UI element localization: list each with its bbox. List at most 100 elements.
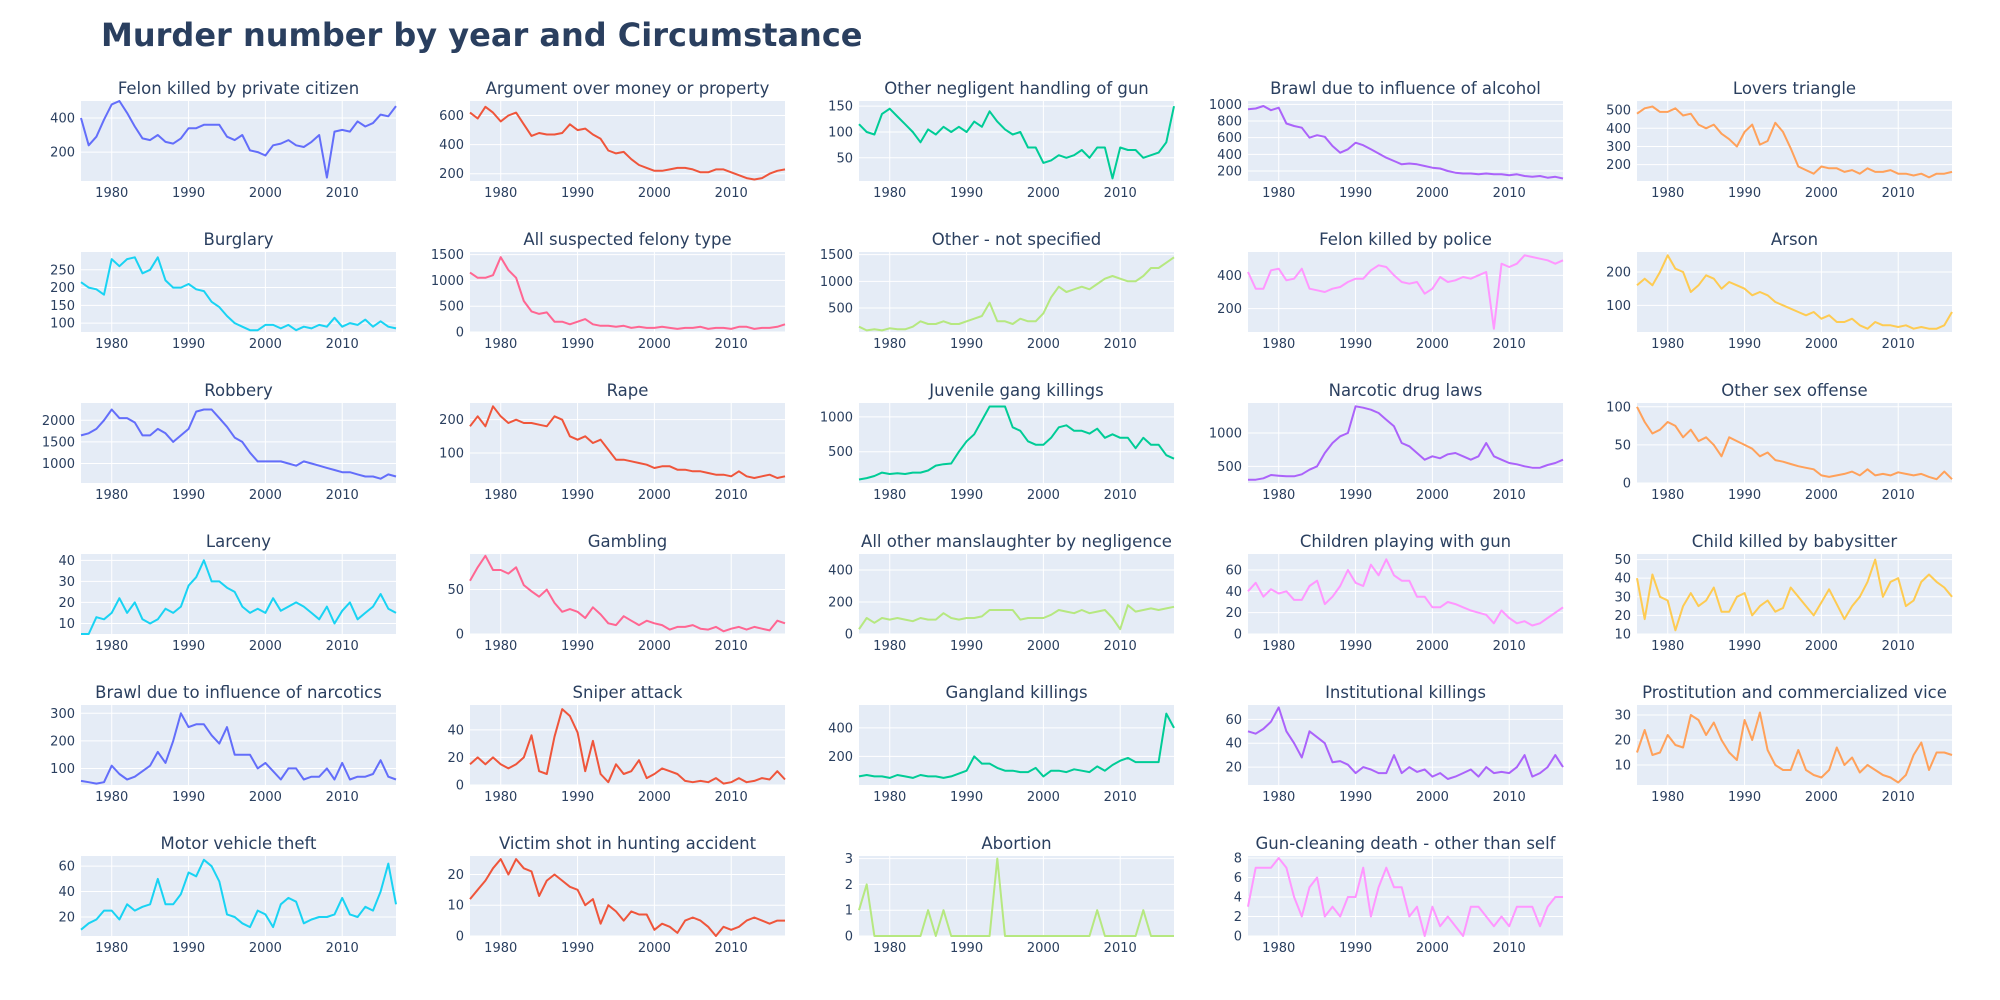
x-tick-label: 2000 bbox=[1027, 186, 1060, 201]
x-tick-label: 1990 bbox=[950, 941, 983, 956]
x-tick-label: 2000 bbox=[638, 941, 671, 956]
y-tick-label: 200 bbox=[828, 750, 853, 765]
x-tick-label: 2010 bbox=[1882, 639, 1915, 654]
x-tick-label: 2010 bbox=[1882, 337, 1915, 352]
y-tick-label: 100 bbox=[50, 762, 75, 777]
subplot-title: Brawl due to influence of alcohol bbox=[1270, 79, 1541, 98]
x-tick-label: 1980 bbox=[1262, 488, 1295, 503]
y-tick-label: 200 bbox=[50, 146, 75, 161]
y-tick-label: 0 bbox=[1234, 930, 1242, 945]
y-tick-label: 50 bbox=[1614, 553, 1631, 568]
y-tick-label: 8 bbox=[1234, 851, 1242, 866]
x-tick-label: 1980 bbox=[1262, 186, 1295, 201]
plot-area bbox=[1637, 252, 1952, 332]
x-tick-label: 1990 bbox=[561, 941, 594, 956]
x-tick-label: 2000 bbox=[1027, 488, 1060, 503]
y-tick-label: 400 bbox=[1606, 122, 1631, 137]
y-tick-label: 60 bbox=[1225, 713, 1242, 728]
plot-area bbox=[1248, 101, 1563, 181]
y-tick-label: 200 bbox=[1217, 165, 1242, 180]
y-tick-label: 0 bbox=[845, 628, 853, 643]
x-tick-label: 1980 bbox=[873, 337, 906, 352]
x-tick-label: 2000 bbox=[249, 337, 282, 352]
series-line bbox=[80, 858, 397, 931]
x-tick-label: 2010 bbox=[1493, 941, 1526, 956]
x-tick-label: 2010 bbox=[326, 790, 359, 805]
y-tick-label: 3 bbox=[845, 852, 853, 867]
x-tick-label: 1990 bbox=[950, 337, 983, 352]
subplot: 1980 1990 2000 2010 0 2 4 6 8 Gun-cleaning death … bbox=[1234, 834, 1563, 956]
series-line bbox=[469, 708, 786, 785]
y-tick-label: 20 bbox=[1225, 761, 1242, 776]
subplot-title: Robbery bbox=[204, 381, 273, 400]
subplot: 1980 1990 2000 2010 0 200 400 All other manslau… bbox=[828, 532, 1175, 654]
x-tick-label: 1990 bbox=[561, 790, 594, 805]
series-line bbox=[469, 554, 786, 633]
y-tick-label: 10 bbox=[447, 899, 464, 914]
series-line bbox=[858, 105, 1175, 180]
subplot: 1980 1990 2000 2010 200 400 600 Argument over m… bbox=[439, 79, 786, 201]
series-line bbox=[858, 256, 1175, 332]
y-tick-label: 150 bbox=[50, 299, 75, 314]
x-tick-label: 2000 bbox=[638, 639, 671, 654]
y-tick-label: 1500 bbox=[42, 435, 75, 450]
subplot-title: Other negligent handling of gun bbox=[884, 79, 1149, 98]
x-tick-label: 2010 bbox=[326, 186, 359, 201]
x-tick-label: 1990 bbox=[1728, 337, 1761, 352]
y-tick-label: 100 bbox=[50, 317, 75, 332]
x-tick-label: 1990 bbox=[1339, 941, 1372, 956]
y-tick-label: 200 bbox=[828, 596, 853, 611]
x-tick-label: 2000 bbox=[1416, 790, 1449, 805]
y-tick-label: 0 bbox=[845, 930, 853, 945]
subplot: 1980 1990 2000 2010 50 100 150 Other negligent … bbox=[828, 79, 1175, 201]
y-tick-label: 2 bbox=[845, 878, 853, 893]
x-tick-label: 1990 bbox=[172, 488, 205, 503]
y-tick-label: 1000 bbox=[1209, 427, 1242, 442]
y-tick-label: 200 bbox=[1606, 266, 1631, 281]
series-line bbox=[80, 712, 397, 785]
x-tick-label: 2000 bbox=[1805, 337, 1838, 352]
x-tick-label: 2010 bbox=[1882, 186, 1915, 201]
x-tick-label: 1980 bbox=[484, 639, 517, 654]
y-tick-label: 600 bbox=[1217, 131, 1242, 146]
x-tick-label: 1990 bbox=[1728, 488, 1761, 503]
y-tick-label: 20 bbox=[58, 910, 75, 925]
y-tick-label: 10 bbox=[1614, 628, 1631, 643]
subplot-title: Burglary bbox=[204, 230, 274, 249]
plot-area bbox=[859, 252, 1174, 332]
plot-area bbox=[1248, 856, 1563, 936]
y-tick-label: 500 bbox=[828, 302, 853, 317]
series-line bbox=[858, 604, 1175, 631]
subplot: 1980 1990 2000 2010 200 300 400 500 Lovers trian… bbox=[1606, 79, 1953, 201]
series-line bbox=[1636, 558, 1953, 632]
x-tick-label: 2000 bbox=[1416, 186, 1449, 201]
subplot-title: Institutional killings bbox=[1325, 683, 1486, 702]
y-tick-label: 0 bbox=[456, 628, 464, 643]
x-tick-label: 1990 bbox=[561, 337, 594, 352]
x-tick-label: 2010 bbox=[1104, 186, 1137, 201]
y-tick-label: 1000 bbox=[431, 274, 464, 289]
x-tick-label: 2010 bbox=[715, 941, 748, 956]
series-line bbox=[1248, 405, 1564, 481]
y-tick-label: 200 bbox=[1217, 302, 1242, 317]
x-tick-label: 2000 bbox=[638, 186, 671, 201]
series-line bbox=[1636, 254, 1953, 330]
x-tick-label: 1990 bbox=[950, 488, 983, 503]
plot-area bbox=[1637, 554, 1952, 634]
y-tick-label: 50 bbox=[1614, 438, 1631, 453]
y-tick-label: 0 bbox=[456, 930, 464, 945]
y-tick-label: 60 bbox=[1225, 564, 1242, 579]
x-tick-label: 2010 bbox=[326, 337, 359, 352]
x-tick-label: 1990 bbox=[950, 790, 983, 805]
x-tick-label: 1990 bbox=[1728, 186, 1761, 201]
x-tick-label: 2010 bbox=[1493, 790, 1526, 805]
x-tick-label: 2000 bbox=[249, 941, 282, 956]
y-tick-label: 400 bbox=[1217, 269, 1242, 284]
x-tick-label: 1980 bbox=[95, 337, 128, 352]
subplot: 1980 1990 2000 2010 500 1000 Narcotic drug law… bbox=[1209, 381, 1564, 503]
x-tick-label: 1980 bbox=[95, 639, 128, 654]
subplot-title: Gangland killings bbox=[945, 683, 1087, 702]
x-tick-label: 1990 bbox=[950, 639, 983, 654]
